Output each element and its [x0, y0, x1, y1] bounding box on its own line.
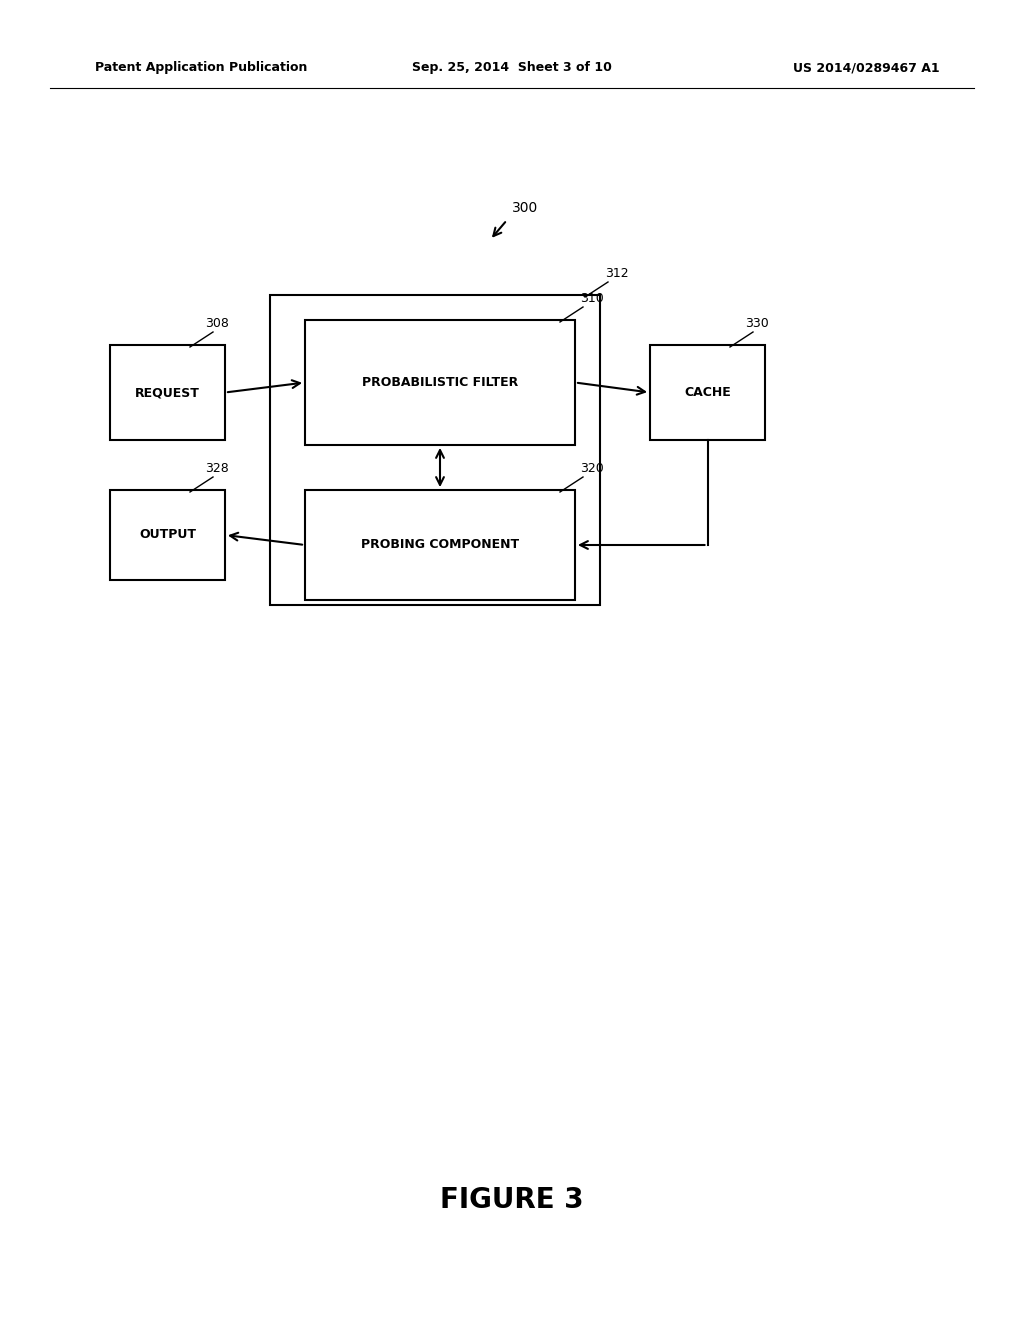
Bar — [270, 294, 600, 605]
Bar — [110, 345, 225, 440]
Text: PROBABILISTIC FILTER: PROBABILISTIC FILTER — [361, 376, 518, 389]
Text: 308: 308 — [205, 317, 229, 330]
Text: OUTPUT: OUTPUT — [139, 528, 196, 541]
Text: Sep. 25, 2014  Sheet 3 of 10: Sep. 25, 2014 Sheet 3 of 10 — [412, 62, 612, 74]
Text: 312: 312 — [605, 267, 629, 280]
Bar — [650, 345, 765, 440]
Text: PROBING COMPONENT: PROBING COMPONENT — [360, 539, 519, 552]
Text: 310: 310 — [580, 292, 604, 305]
Bar — [110, 490, 225, 579]
Text: 330: 330 — [745, 317, 769, 330]
Text: 300: 300 — [512, 201, 539, 215]
Text: 328: 328 — [205, 462, 228, 475]
Text: REQUEST: REQUEST — [135, 385, 200, 399]
Bar — [305, 490, 575, 601]
Text: FIGURE 3: FIGURE 3 — [440, 1185, 584, 1214]
Bar — [305, 319, 575, 445]
Text: US 2014/0289467 A1: US 2014/0289467 A1 — [794, 62, 940, 74]
Text: 320: 320 — [580, 462, 604, 475]
Text: Patent Application Publication: Patent Application Publication — [95, 62, 307, 74]
Text: CACHE: CACHE — [684, 385, 731, 399]
